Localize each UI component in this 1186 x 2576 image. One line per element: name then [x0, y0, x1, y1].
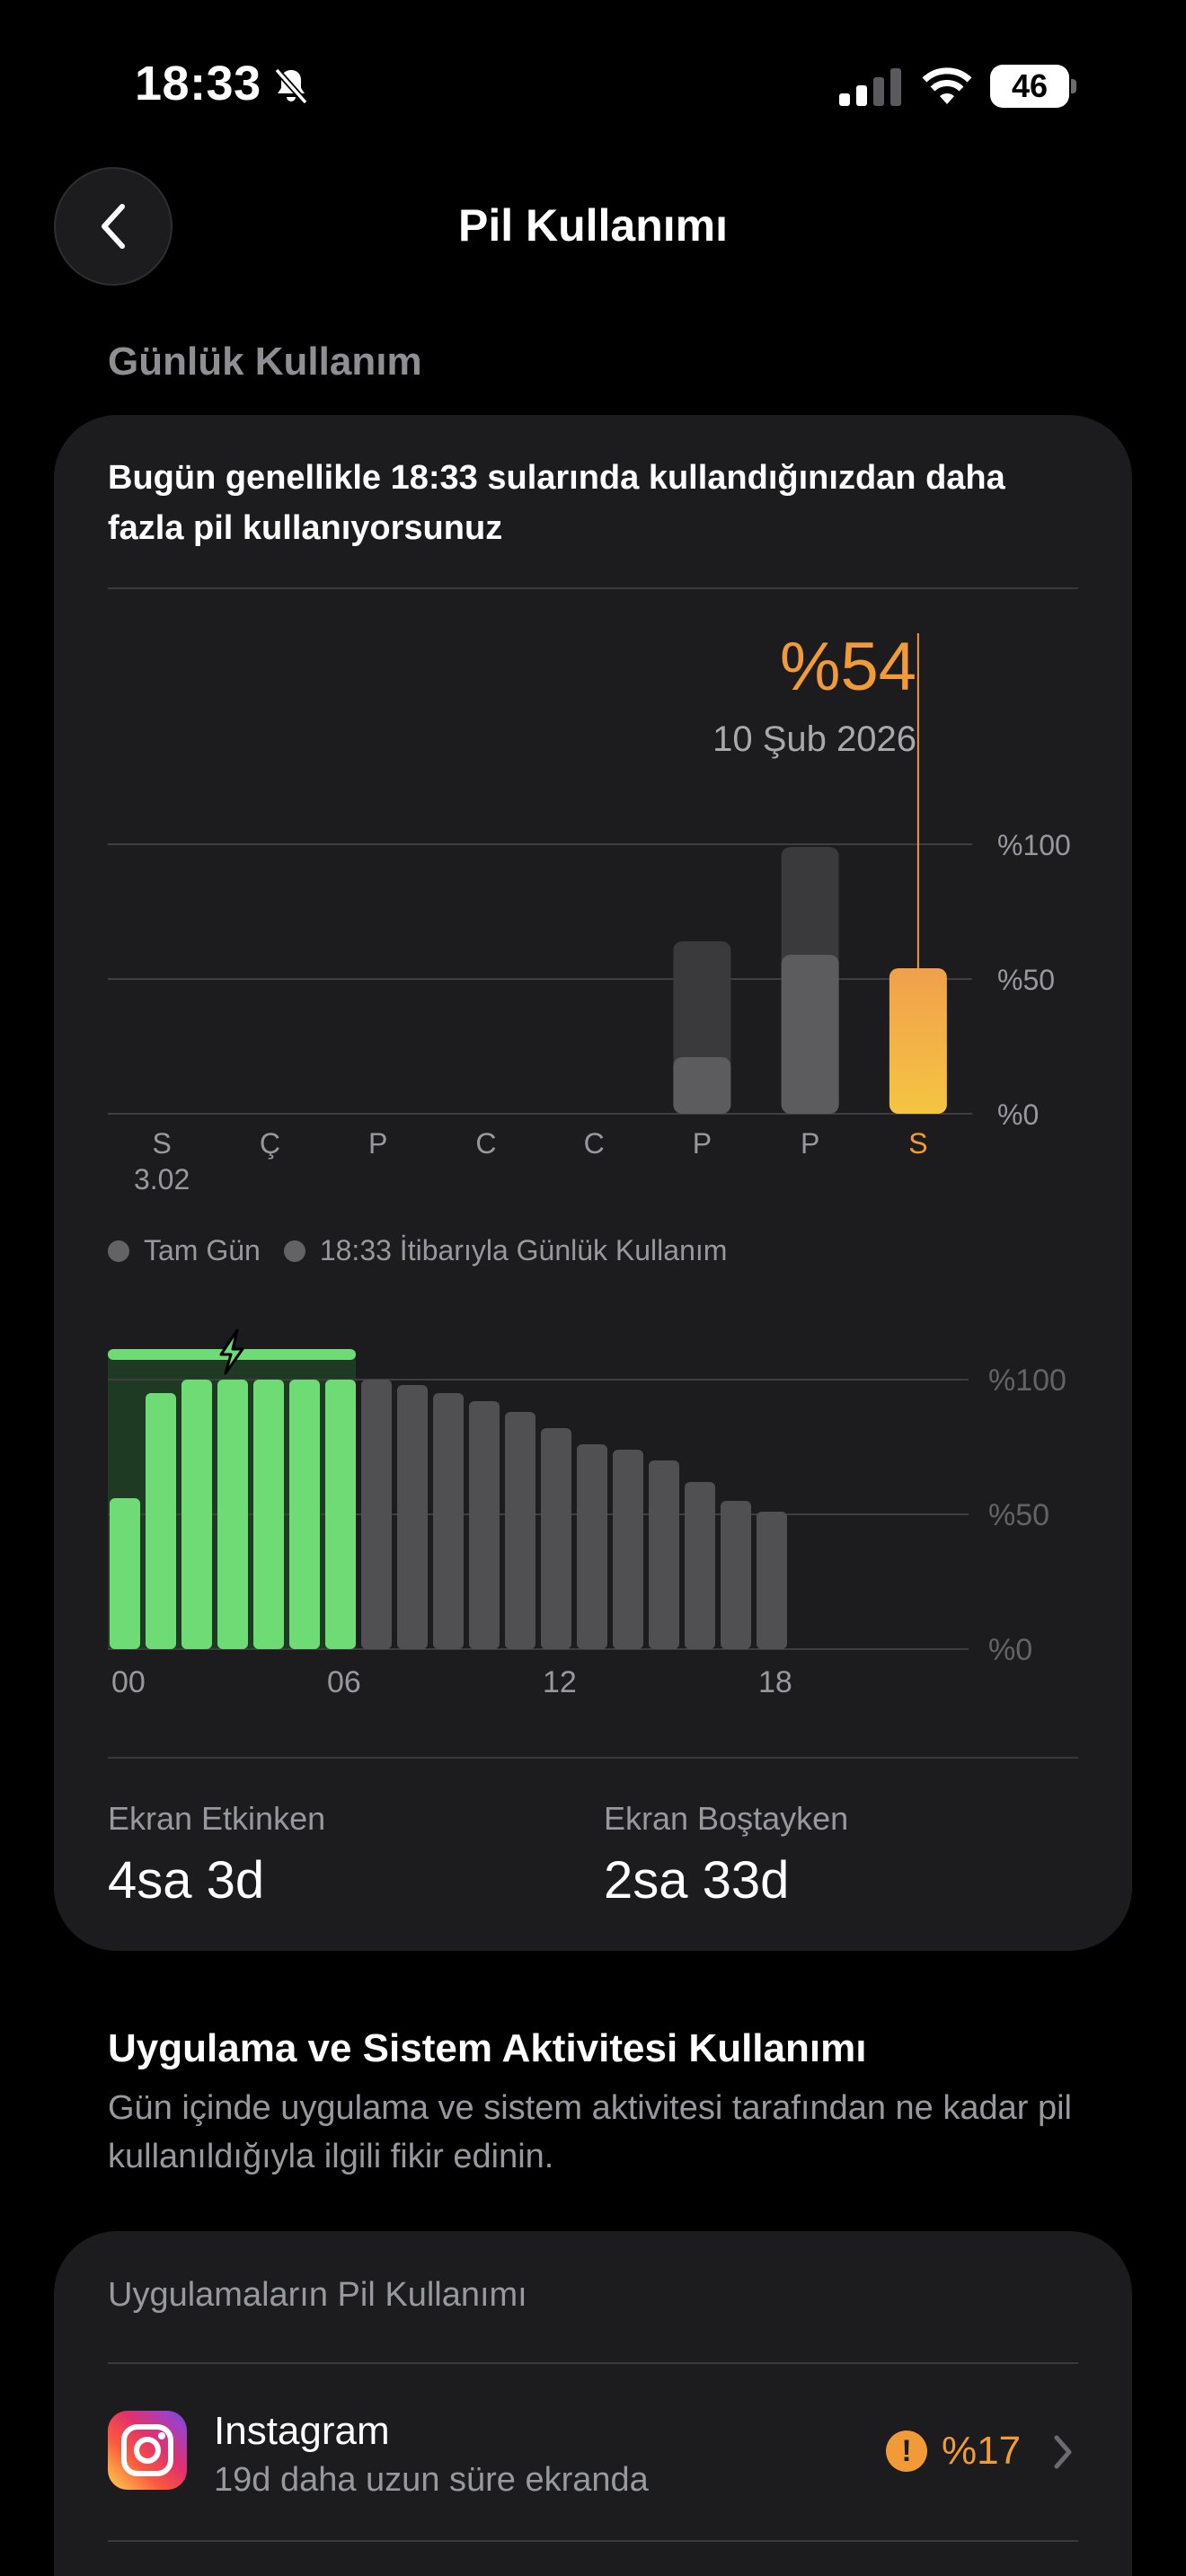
weekly-battery-chart[interactable]: %54 10 Şub 2026 %100%50%0 S3.02Ç P C C P P S [0, 0, 1186, 1204]
stat-label: Ekran Etkinken [108, 1800, 326, 1837]
y-tick-label: %0 [997, 1098, 1039, 1131]
x-tick-date-label: 3.02 [134, 1163, 190, 1195]
hour-bar [181, 1380, 212, 1649]
x-tick-label: S [908, 1127, 927, 1160]
daily-usage-section-label: Günlük Kullanım [108, 340, 422, 384]
x-tick-label: P [801, 1127, 819, 1160]
hour-bar [253, 1380, 284, 1649]
stat-value: 2sa 33d [604, 1851, 790, 1910]
y-tick-label: %100 [997, 829, 1071, 861]
legend-label: Tam Gün [144, 1234, 261, 1266]
hour-bar [397, 1385, 428, 1649]
app-battery-percent: %17 [942, 2429, 1022, 2473]
instagram-icon [108, 2411, 187, 2490]
x-tick-label: 06 [327, 1665, 361, 1699]
hourly-battery-level-chart[interactable]: %100 %50 %0 00 06 12 18 [0, 0, 1186, 1707]
legend-label: 18:33 İtibarıyla Günlük Kullanım [319, 1234, 728, 1266]
hour-bar [433, 1393, 464, 1649]
hour-bar [577, 1444, 607, 1649]
y-tick-label: %100 [988, 1363, 1067, 1398]
selected-value-label: %54 [780, 629, 916, 705]
hour-bar [217, 1380, 248, 1649]
screen-idle-stat: Ekran Boştayken 2sa 33d [604, 1800, 848, 1910]
x-tick-label: 12 [543, 1665, 577, 1699]
x-tick-label: 18 [758, 1665, 792, 1699]
cellular-signal-icon [839, 68, 901, 106]
page-title: Pil Kullanımı [457, 200, 729, 251]
hour-bar [289, 1380, 320, 1649]
selected-date-label: 10 Şub 2026 [712, 719, 916, 759]
app-name: Instagram [214, 2409, 390, 2453]
divider [108, 2362, 1078, 2364]
x-tick-label: S [152, 1127, 171, 1160]
divider [108, 2540, 1078, 2542]
back-button[interactable] [54, 167, 173, 286]
apps-battery-card [54, 2231, 1132, 2576]
hour-bar [505, 1412, 535, 1649]
bar-highlighted [889, 968, 947, 1114]
app-subtitle: 19d daha uzun süre ekranda [214, 2461, 649, 2499]
y-tick-label: %0 [988, 1633, 1032, 1667]
warning-icon: ! [886, 2430, 927, 2472]
hour-bar [325, 1380, 356, 1649]
hour-bar [685, 1482, 715, 1649]
x-tick-label: Ç [260, 1127, 280, 1160]
bar-until-now [781, 955, 839, 1114]
screen-on-stat: Ekran Etkinken 4sa 3d [108, 1800, 325, 1910]
wifi-icon [922, 67, 972, 104]
battery-icon: 46 [990, 65, 1076, 108]
lightning-icon [219, 1328, 244, 1375]
usage-insight-message: Bugün genellikle 18:33 sularında kulland… [108, 459, 1005, 547]
chevron-left-icon [102, 204, 125, 249]
y-tick-label: %50 [988, 1498, 1049, 1532]
hour-bar [361, 1380, 392, 1649]
apps-card-title: Uygulamaların Pil Kullanımı [108, 2276, 527, 2314]
x-tick-label: 00 [111, 1665, 146, 1699]
legend-item-full-day: Tam Gün [108, 1234, 261, 1267]
bar-until-now [673, 1057, 731, 1114]
stat-value: 4sa 3d [108, 1851, 265, 1910]
bell-slash-icon [274, 67, 308, 105]
y-tick-label: %50 [997, 964, 1055, 996]
hour-bar [757, 1512, 787, 1649]
hour-bar [469, 1401, 500, 1649]
x-tick-label: P [368, 1127, 387, 1160]
hour-bar [721, 1501, 751, 1649]
stat-label: Ekran Boştayken [604, 1800, 849, 1837]
hour-bar [541, 1428, 571, 1649]
hour-bar [146, 1393, 176, 1649]
battery-level: 46 [1011, 67, 1049, 104]
x-tick-label: P [693, 1127, 712, 1160]
x-tick-label: C [584, 1127, 605, 1160]
legend-item-until-now: 18:33 İtibarıyla Günlük Kullanım [283, 1234, 728, 1267]
divider [108, 587, 1078, 589]
status-time: 18:33 [135, 57, 261, 110]
activity-section-description: Gün içinde uygulama ve sistem aktivitesi… [108, 2089, 1072, 2175]
legend-dot [108, 1239, 129, 1262]
status-bar: 18:33 46 [0, 0, 1186, 171]
app-row-instagram[interactable]: Instagram 19d daha uzun süre ekranda ! %… [108, 2375, 1078, 2533]
divider [108, 1757, 1078, 1759]
hour-bar [110, 1498, 140, 1649]
daily-usage-card [54, 415, 1132, 1951]
hour-bar [613, 1450, 643, 1649]
chevron-right-icon [1054, 2435, 1072, 2469]
legend-dot [283, 1239, 305, 1262]
chart-legend: Tam Gün 18:33 İtibarıyla Günlük Kullanım [108, 1234, 750, 1267]
x-tick-label: C [475, 1127, 496, 1160]
hour-bar [649, 1460, 679, 1649]
activity-section-title: Uygulama ve Sistem Aktivitesi Kullanımı [108, 2026, 867, 2070]
